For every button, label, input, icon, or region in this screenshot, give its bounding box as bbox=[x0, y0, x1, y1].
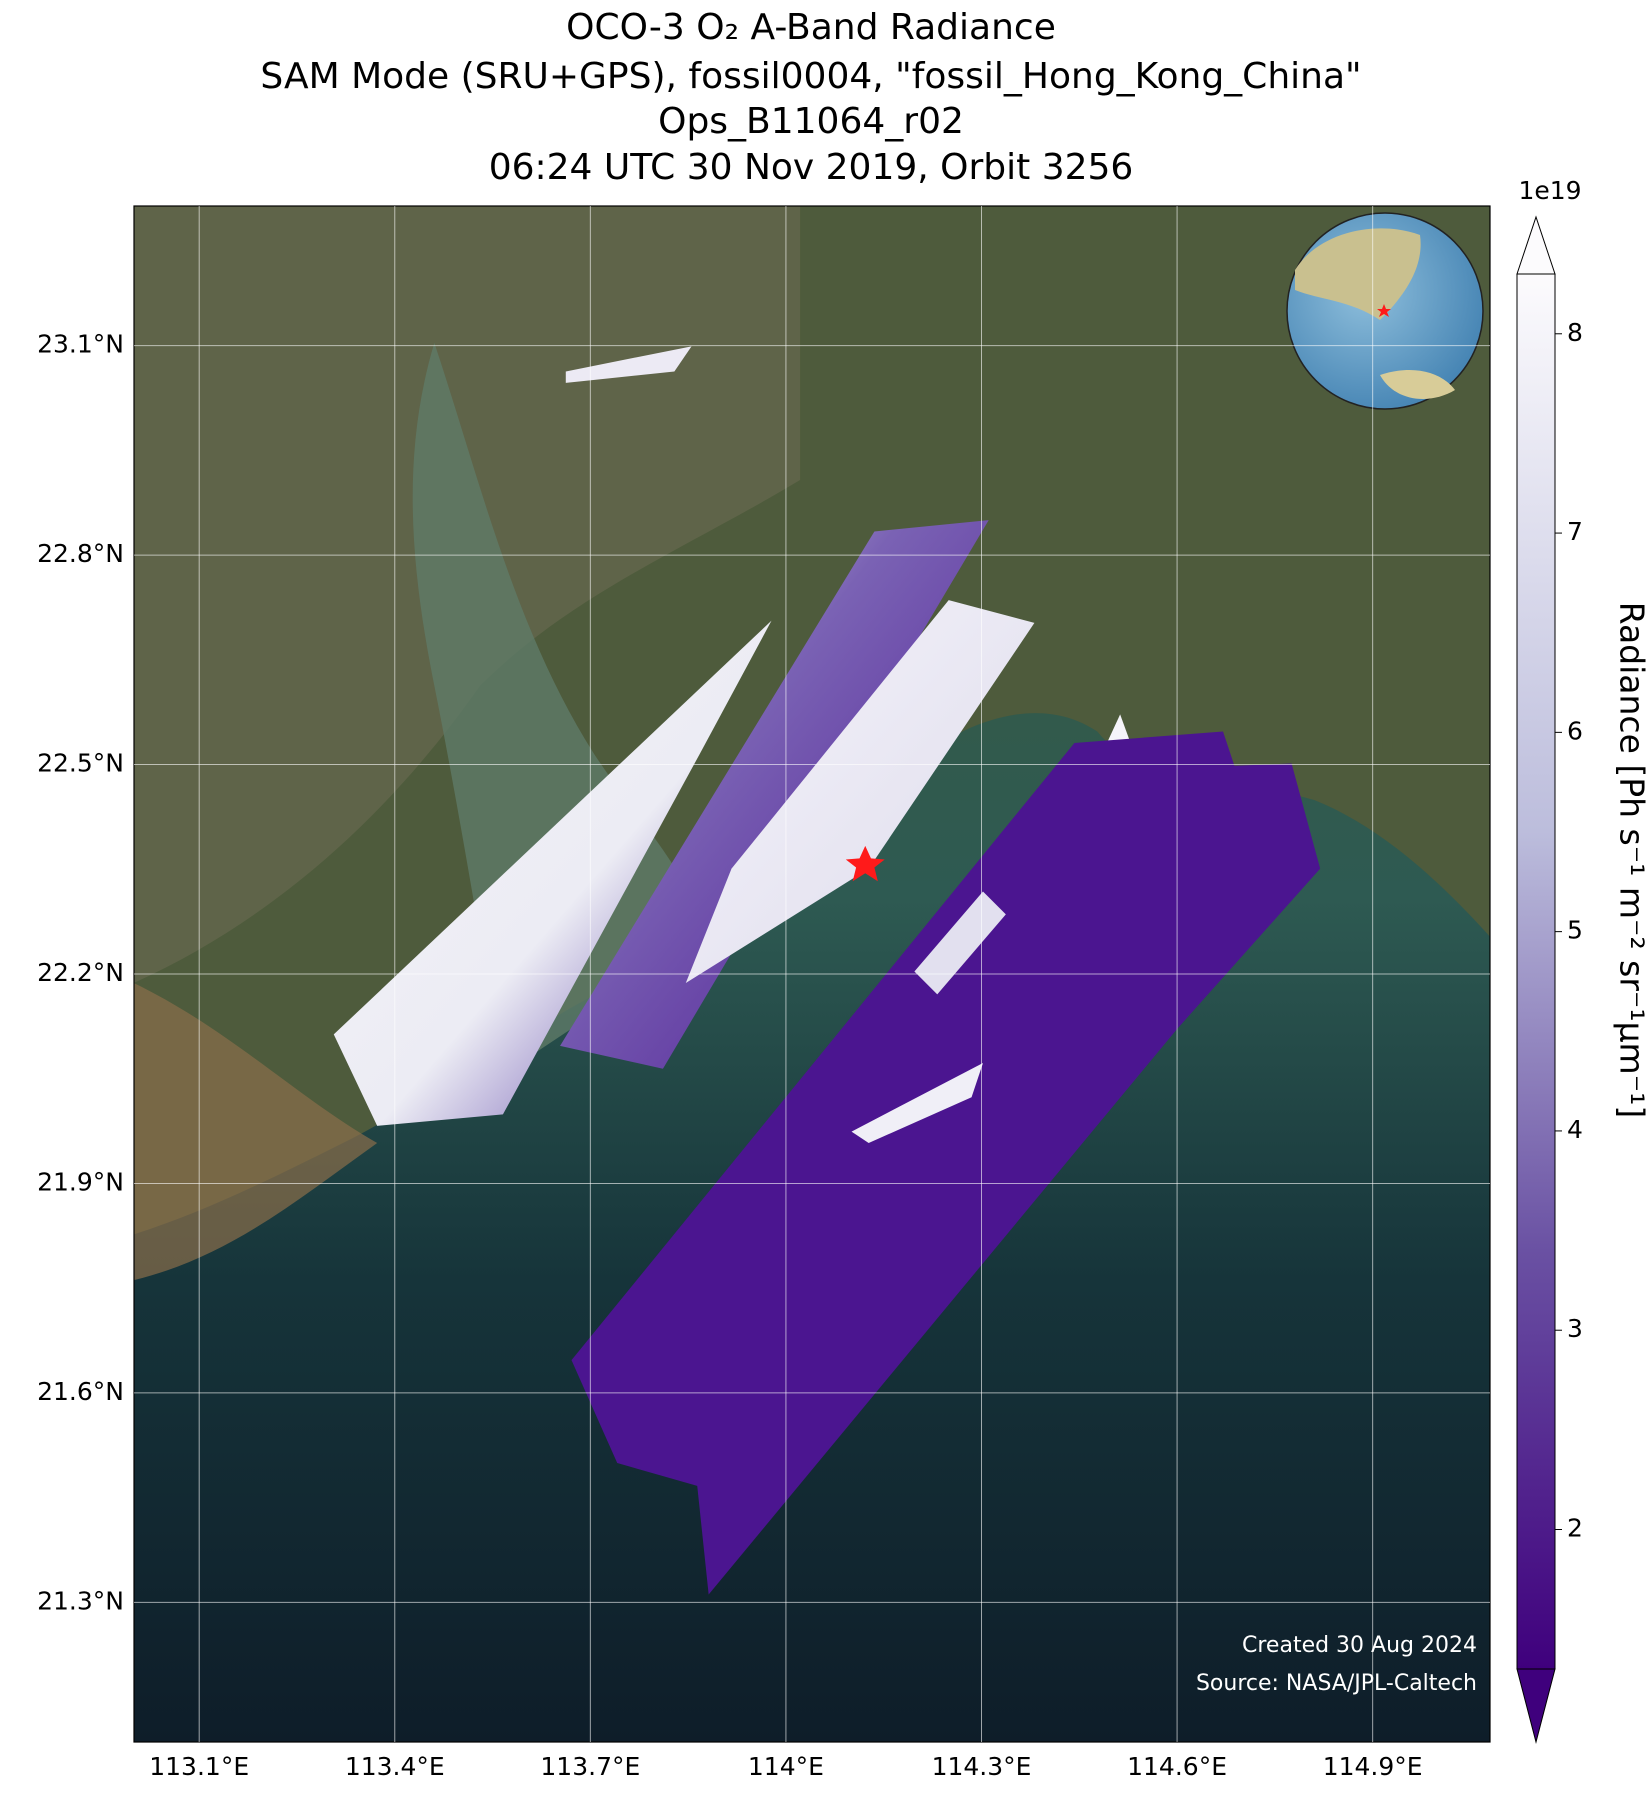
colorbar-tick-label: 6 bbox=[1567, 716, 1583, 745]
x-tick-label: 113.7°E bbox=[540, 1752, 640, 1781]
x-tick-label: 114.6°E bbox=[1127, 1752, 1227, 1781]
swath bbox=[560, 520, 989, 1069]
colorbar bbox=[1517, 274, 1555, 1669]
y-tick-label: 23.1°N bbox=[37, 330, 124, 359]
inset-land bbox=[1295, 228, 1421, 320]
swath bbox=[333, 620, 772, 1126]
colorbar-tick-label: 5 bbox=[1567, 916, 1583, 945]
y-tick-label: 22.5°N bbox=[37, 749, 124, 778]
swath bbox=[685, 600, 1035, 983]
x-tick-label: 114.9°E bbox=[1323, 1752, 1423, 1781]
swath bbox=[565, 346, 692, 383]
x-tick-label: 114.3°E bbox=[932, 1752, 1032, 1781]
colorbar-extend bbox=[1516, 215, 1556, 275]
colorbar-tick-label: 8 bbox=[1567, 318, 1583, 347]
title-line: 06:24 UTC 30 Nov 2019, Orbit 3256 bbox=[489, 147, 1134, 188]
y-tick-label: 21.9°N bbox=[37, 1167, 124, 1196]
inset-marker bbox=[1377, 304, 1391, 317]
colorbar-extend bbox=[1516, 1668, 1556, 1744]
y-tick-label: 21.3°N bbox=[37, 1586, 124, 1615]
colorbar-tick-label: 3 bbox=[1567, 1314, 1583, 1343]
x-tick-label: 113.4°E bbox=[345, 1752, 445, 1781]
swath bbox=[914, 891, 1006, 995]
map-background bbox=[134, 206, 1490, 1742]
swath bbox=[851, 1062, 983, 1143]
x-tick-label: 113.1°E bbox=[149, 1752, 249, 1781]
colorbar-tick-label: 4 bbox=[1567, 1115, 1583, 1144]
y-tick-label: 22.2°N bbox=[37, 958, 124, 987]
title-line: SAM Mode (SRU+GPS), fossil0004, "fossil_… bbox=[260, 56, 1361, 97]
colorbar-label: Radiance [Ph s⁻¹ m⁻² sr⁻¹μm⁻¹] bbox=[1613, 602, 1646, 1118]
colorbar-frame bbox=[1516, 273, 1556, 1670]
colorbar-tick-label: 2 bbox=[1567, 1514, 1583, 1543]
x-tick-label: 114°E bbox=[748, 1752, 824, 1781]
title-line: Ops_B11064_r02 bbox=[658, 101, 964, 142]
annotation: Source: NASA/JPL-Caltech bbox=[1196, 1671, 1477, 1696]
site-marker bbox=[845, 845, 885, 882]
title-line: OCO-3 O₂ A-Band Radiance bbox=[566, 7, 1056, 48]
y-tick-label: 21.6°N bbox=[37, 1377, 124, 1406]
y-tick-label: 22.8°N bbox=[37, 539, 124, 568]
inset-land bbox=[1380, 370, 1455, 399]
colorbar-offset: 1e19 bbox=[1518, 176, 1581, 205]
swath bbox=[571, 731, 1321, 1595]
annotation: Created 30 Aug 2024 bbox=[1242, 1633, 1477, 1658]
colorbar-tick-label: 7 bbox=[1567, 517, 1583, 546]
